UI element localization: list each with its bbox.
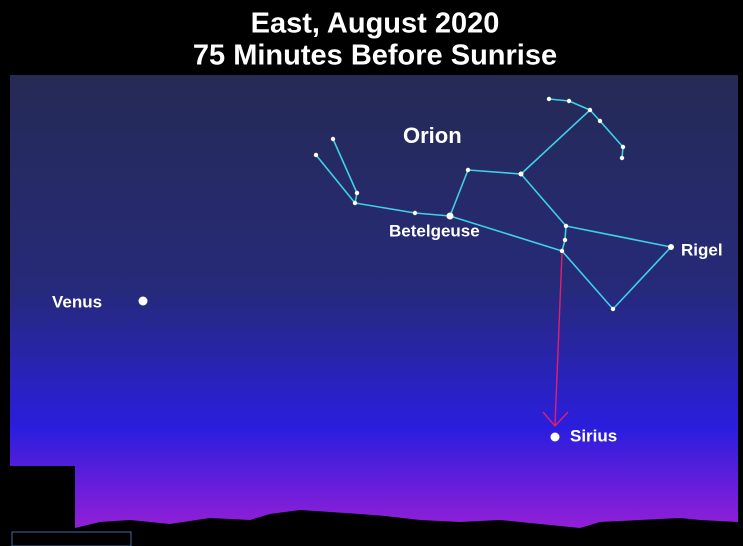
- star-label: Rigel: [681, 240, 723, 259]
- sirius-dot: [551, 433, 560, 442]
- title-line: 75 Minutes Before Sunrise: [193, 40, 557, 72]
- sky-chart: East, August 2020 75 Minutes Before Sunr…: [0, 0, 743, 546]
- title-line: East, August 2020: [251, 8, 500, 40]
- sky: [10, 75, 738, 546]
- star-label: Sirius: [570, 426, 617, 445]
- constellation-label: Orion: [403, 123, 462, 148]
- venus-dot: [139, 297, 148, 306]
- star-label: Betelgeuse: [389, 221, 480, 240]
- planet-label: Venus: [52, 292, 102, 311]
